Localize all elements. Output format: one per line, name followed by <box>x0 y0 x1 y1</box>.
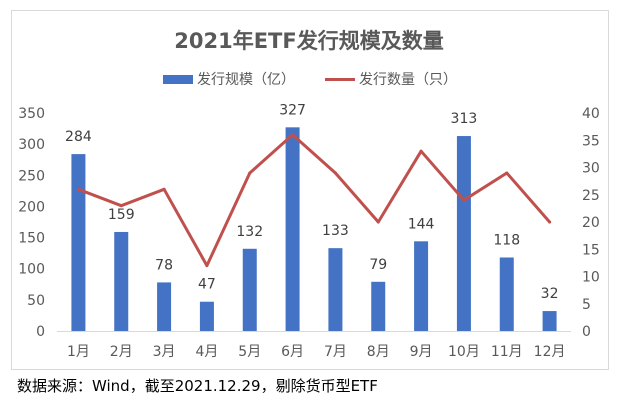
line-point <box>376 220 380 224</box>
x-tick-label: 12月 <box>534 344 566 360</box>
bar-data-label: 284 <box>65 129 92 145</box>
y-right-tick-label: 0 <box>582 324 591 340</box>
line-point <box>505 171 509 175</box>
y-left-tick-label: 150 <box>18 231 45 247</box>
line-point <box>162 187 166 191</box>
bar-data-label: 144 <box>408 216 435 232</box>
bar <box>242 248 257 331</box>
bar <box>371 281 386 331</box>
bar <box>414 241 429 331</box>
y-left-tick-label: 100 <box>18 262 45 278</box>
y-left-tick-label: 300 <box>18 137 45 153</box>
line-point <box>248 171 252 175</box>
bar <box>456 136 471 331</box>
bar-data-label: 133 <box>322 223 349 239</box>
x-tick-label: 8月 <box>367 344 390 360</box>
bar <box>114 231 129 331</box>
bar <box>542 311 557 331</box>
line-point <box>119 204 123 208</box>
bar-data-label: 159 <box>108 207 135 223</box>
y-left-tick-label: 0 <box>36 324 45 340</box>
y-left-tick-label: 50 <box>27 293 45 309</box>
bar <box>71 154 86 331</box>
source-note: 数据来源：Wind，截至2021.12.29，剔除货币型ETF <box>17 377 378 395</box>
line-point <box>76 187 80 191</box>
bar-data-label: 78 <box>155 257 173 273</box>
y-left-tick-label: 350 <box>18 106 45 122</box>
line-point <box>548 220 552 224</box>
legend-swatch-bar <box>163 75 193 84</box>
y-right-tick-label: 40 <box>582 106 600 122</box>
bar-data-label: 118 <box>493 233 520 249</box>
bar <box>199 301 214 331</box>
line-path <box>76 133 552 268</box>
y-left-tick-label: 200 <box>18 199 45 215</box>
bar-data-label: 79 <box>369 257 387 273</box>
y-right-tick-label: 15 <box>582 242 600 258</box>
bar-data-labels: 284 159 78 47 132 327 133 79 144 313 118 32 <box>65 102 558 302</box>
bar-data-label: 47 <box>198 277 216 293</box>
bar-data-label: 32 <box>541 286 559 302</box>
x-tick-label: 5月 <box>238 344 261 360</box>
bar-series <box>71 127 557 331</box>
y-axis-left: 0 50 100 150 200 250 300 350 <box>18 106 45 340</box>
combo-chart: 2021年ETF发行规模及数量 发行规模（亿） 发行数量（只） 05010015… <box>18 29 600 360</box>
y-axis-right: 0 5 10 15 20 25 30 35 40 <box>582 106 600 340</box>
x-tick-label: 3月 <box>153 344 176 360</box>
bar-data-label: 327 <box>279 102 306 118</box>
bar-data-label: 132 <box>236 224 263 240</box>
x-tick-label: 4月 <box>195 344 218 360</box>
y-right-tick-label: 10 <box>582 270 600 286</box>
x-tick-label: 9月 <box>410 344 433 360</box>
line-point <box>333 171 337 175</box>
bar <box>328 248 343 331</box>
line-point <box>462 198 466 202</box>
x-tick-label: 7月 <box>324 344 347 360</box>
bar <box>157 282 172 331</box>
y-right-tick-label: 20 <box>582 215 600 231</box>
chart-title: 2021年ETF发行规模及数量 <box>174 29 443 53</box>
bar <box>285 127 300 331</box>
legend-label-line: 发行数量（只） <box>359 72 457 88</box>
x-axis-ticks: 1月 2月 3月 4月 5月 6月 7月 8月 9月 10月 11月 12月 <box>67 344 566 360</box>
x-tick-label: 11月 <box>491 344 523 360</box>
x-tick-label: 10月 <box>448 344 480 360</box>
x-tick-label: 2月 <box>110 344 133 360</box>
line-point <box>419 149 423 153</box>
x-tick-label: 6月 <box>281 344 304 360</box>
y-right-tick-label: 25 <box>582 188 600 204</box>
y-right-tick-label: 35 <box>582 133 600 149</box>
bar-data-label: 313 <box>451 111 478 127</box>
y-left-tick-label: 250 <box>18 168 45 184</box>
bar <box>499 257 514 331</box>
y-right-tick-label: 30 <box>582 161 600 177</box>
legend-label-bar: 发行规模（亿） <box>197 72 295 88</box>
line-point <box>205 264 209 268</box>
x-tick-label: 1月 <box>67 344 90 360</box>
line-point <box>291 133 295 137</box>
y-right-tick-label: 5 <box>582 297 591 313</box>
line-series <box>76 133 552 268</box>
chart-legend: 发行规模（亿） 发行数量（只） <box>163 72 457 88</box>
